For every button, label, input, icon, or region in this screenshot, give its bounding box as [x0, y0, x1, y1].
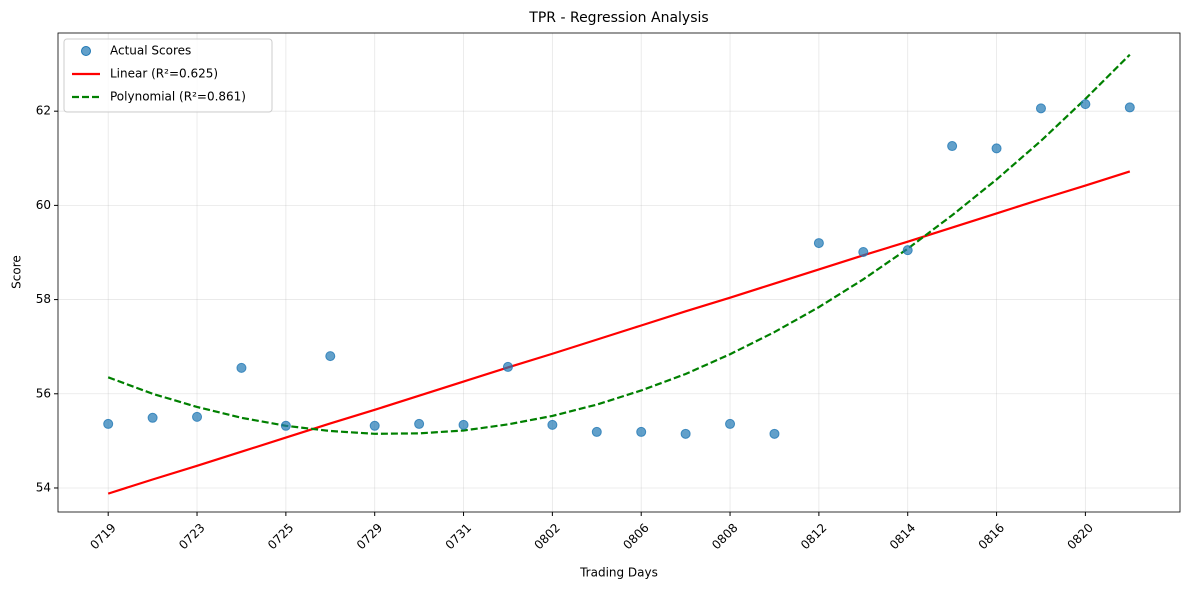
data-point	[414, 418, 425, 429]
data-point	[991, 143, 1002, 154]
y-tick-label: 62	[36, 104, 51, 118]
x-axis-label: Trading Days	[579, 566, 658, 580]
legend-label: Actual Scores	[110, 44, 191, 58]
x-tick-label: 0731	[443, 521, 474, 552]
data-point	[325, 351, 336, 362]
data-point	[192, 411, 203, 422]
plot-frame	[57, 32, 1181, 513]
y-tick-label: 56	[36, 386, 51, 400]
data-point	[813, 238, 824, 249]
data-point	[147, 412, 158, 423]
data-point	[369, 420, 380, 431]
data-point	[1124, 102, 1135, 113]
data-point	[547, 419, 558, 430]
data-point	[947, 141, 958, 152]
chart-title: TPR - Regression Analysis	[528, 10, 708, 26]
y-tick-label: 54	[36, 480, 51, 494]
data-point	[280, 420, 291, 431]
y-axis-label: Score	[10, 255, 24, 289]
data-point	[902, 245, 913, 256]
x-tick-label: 0814	[887, 521, 918, 552]
data-point	[636, 426, 647, 437]
data-point	[858, 247, 869, 258]
y-tick-label: 58	[36, 292, 51, 306]
x-tick-label: 0806	[620, 521, 651, 552]
data-point	[591, 426, 602, 437]
x-tick-label: 0723	[176, 521, 207, 552]
data-point	[236, 362, 247, 373]
data-point	[725, 418, 736, 429]
data-point	[103, 418, 114, 429]
x-tick-label: 0820	[1064, 521, 1095, 552]
x-tick-label: 0725	[265, 521, 296, 552]
data-point	[458, 419, 469, 430]
legend-label: Polynomial (R²=0.861)	[110, 90, 246, 104]
data-point	[769, 428, 780, 439]
regression-line	[107, 170, 1131, 495]
x-tick-label: 0812	[798, 521, 829, 552]
legend-swatch	[81, 46, 91, 56]
data-point	[502, 361, 513, 372]
x-tick-label: 0729	[354, 521, 385, 552]
legend-label: Linear (R²=0.625)	[110, 67, 218, 81]
x-tick-label: 0802	[531, 521, 562, 552]
x-tick-label: 0808	[709, 521, 740, 552]
regression-line	[107, 53, 1131, 435]
data-point	[680, 428, 691, 439]
data-point	[1080, 99, 1091, 110]
x-tick-label: 0719	[87, 521, 118, 552]
legend-box	[63, 38, 273, 113]
y-tick-label: 60	[36, 198, 51, 212]
x-tick-label: 0816	[976, 521, 1007, 552]
data-point	[1035, 103, 1046, 114]
